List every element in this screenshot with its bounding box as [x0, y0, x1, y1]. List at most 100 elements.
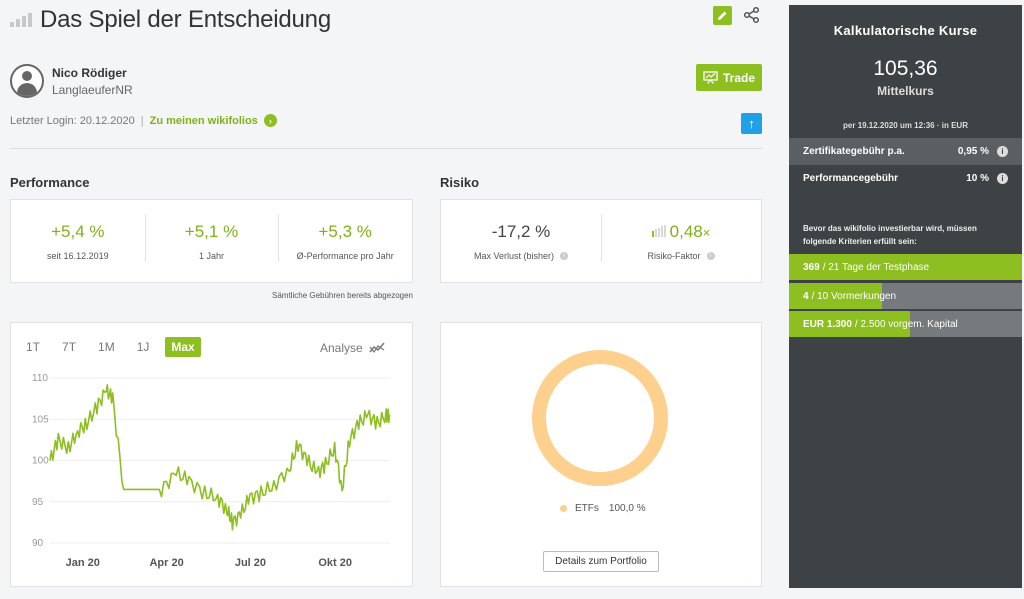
- x-tick-label: Okt 20: [318, 557, 352, 569]
- analysis-chart-icon: [369, 342, 385, 354]
- portfolio-card: [440, 322, 762, 587]
- performance-series-line: [49, 383, 391, 531]
- criterion-reservations: 4/ 10 Vormerkungen: [789, 283, 1022, 309]
- criterion-rest: / 10 Vormerkungen: [811, 290, 897, 302]
- kpi-value: +5,4 %: [51, 221, 105, 241]
- sidebar-title: Kalkulatorische Kurse: [833, 23, 978, 38]
- risk-bars-icon: [651, 224, 666, 237]
- range-tab-max[interactable]: Max: [165, 337, 201, 357]
- risk-bar: [651, 230, 654, 237]
- analyse-button[interactable]: Analyse: [320, 341, 385, 355]
- performance-card: +5,4 % seit 16.12.2019 +5,1 % 1 Jahr +5,…: [10, 199, 413, 283]
- mid-price-label: Mittelkurs: [877, 84, 934, 98]
- y-tick-label: 95: [32, 497, 44, 508]
- avatar[interactable]: [10, 64, 44, 98]
- fee-row-performance: Performancegebühr 10 % i: [789, 165, 1022, 192]
- edit-button[interactable]: [713, 6, 732, 25]
- kpi-label: seit 16.12.2019: [47, 250, 109, 261]
- x-tick-label: Apr 20: [149, 557, 183, 569]
- criterion-test-phase: 369/ 21 Tage der Testphase: [789, 254, 1022, 280]
- legend-swatch: [560, 505, 567, 512]
- kpi-value: +5,3 %: [318, 221, 372, 241]
- risk-title: Risiko: [440, 175, 480, 190]
- max-loss-label: Max Verlust (bisher): [473, 250, 555, 261]
- my-wikifolios-link[interactable]: Zu meinen wikifolios: [149, 114, 258, 127]
- range-tab-1t[interactable]: 1T: [26, 340, 41, 354]
- upload-button[interactable]: ↑: [741, 113, 762, 134]
- share-icon[interactable]: [743, 6, 761, 24]
- trader-nickname[interactable]: LanglaeuferNR: [52, 82, 133, 97]
- main-area: Das Spiel der Entscheidung Nico Rödiger …: [10, 6, 762, 587]
- portfolio-details-button[interactable]: Details zum Portfolio: [543, 551, 659, 572]
- rank-bars-icon: [10, 13, 32, 27]
- fees-note: Sämtliche Gebühren bereits abgezogen: [272, 291, 413, 300]
- risk-bar: [663, 224, 666, 237]
- criteria-note: Bevor das wikifolio investierbar wird, m…: [803, 224, 977, 246]
- trader-info: Nico Rödiger LanglaeuferNR: [10, 64, 133, 98]
- range-tab-1m[interactable]: 1M: [98, 340, 115, 354]
- criterion-rest: / 21 Tage der Testphase: [822, 261, 930, 273]
- fee-label: Performancegebühr: [803, 173, 899, 184]
- risk-card: -17,2 % Max Verlust (bisher) i 0,48× Risi…: [440, 199, 762, 283]
- performance-title: Performance: [10, 175, 90, 190]
- criterion-progress-fill: [789, 254, 1022, 280]
- arrow-right-icon[interactable]: ›: [263, 114, 277, 127]
- performance-kpi: +5,3 % Ø-Performance pro Jahr: [278, 213, 412, 262]
- criterion-capital: EUR 1.300/ 2.500 vorgem. Kapital: [789, 311, 1022, 337]
- criterion-progress-fill: [789, 311, 911, 337]
- performance-line-chart[interactable]: 90 95 100 105 110 Jan 20 Apr 20 Jul 20 Okt 20: [10, 368, 413, 578]
- price-timestamp: per 19.12.2020 um 12:36 · in EUR: [843, 121, 968, 130]
- info-icon[interactable]: i: [560, 252, 569, 261]
- risk-factor-value: 0,48: [669, 221, 703, 241]
- kpi-label: 1 Jahr: [199, 250, 225, 261]
- fee-value: 0,95 %: [957, 146, 989, 157]
- title-row: Das Spiel der Entscheidung: [10, 6, 331, 34]
- range-tabs: 1T 7T 1M 1J Max: [20, 337, 211, 357]
- risk-factor-suffix: ×: [702, 224, 711, 240]
- criterion-current: EUR 1.300: [803, 318, 852, 330]
- criterion-current: 4: [803, 290, 809, 302]
- separator: |: [140, 114, 144, 127]
- info-icon[interactable]: i: [706, 252, 715, 261]
- legend-label: ETFs: [575, 503, 599, 514]
- risk-factor-label: Risiko-Faktor: [647, 250, 701, 261]
- y-tick-label: 90: [32, 538, 44, 549]
- performance-kpi: +5,1 % 1 Jahr: [144, 213, 279, 262]
- page-title: Das Spiel der Entscheidung: [40, 6, 331, 33]
- max-loss-value: -17,2 %: [491, 221, 551, 241]
- legend-value: 100,0 %: [608, 503, 646, 514]
- divider: [10, 148, 762, 149]
- kpi-value: +5,1 %: [184, 221, 239, 241]
- x-tick-label: Jan 20: [66, 557, 100, 569]
- performance-kpi: +5,4 % seit 16.12.2019: [11, 222, 145, 261]
- max-loss-kpi: -17,2 % Max Verlust (bisher) i: [441, 222, 601, 261]
- arrow-up-icon: ↑: [748, 116, 755, 131]
- info-icon[interactable]: i: [997, 146, 1008, 157]
- trade-button-label: Trade: [722, 70, 755, 85]
- portfolio-donut-chart[interactable]: [525, 343, 675, 493]
- trader-name[interactable]: Nico Rödiger: [52, 65, 127, 80]
- info-icon[interactable]: i: [997, 173, 1008, 184]
- trade-button[interactable]: Trade: [696, 64, 762, 91]
- range-tab-7t[interactable]: 7T: [62, 340, 77, 354]
- risk-bar: [657, 227, 660, 237]
- criterion-progress-fill: [789, 283, 883, 309]
- donut-slice-etfs[interactable]: [532, 350, 668, 486]
- criterion-rest: / 2.500 vorgem. Kapital: [854, 318, 958, 330]
- presentation-icon: [703, 71, 718, 84]
- portfolio-legend: ETFs 100,0 %: [560, 503, 646, 514]
- pencil-icon: [718, 11, 727, 20]
- fee-value: 10 %: [966, 173, 989, 184]
- y-tick-label: 105: [32, 414, 49, 425]
- range-tab-1j[interactable]: 1J: [136, 340, 150, 354]
- kpi-label: Ø-Performance pro Jahr: [296, 250, 394, 261]
- x-tick-label: Jul 20: [235, 557, 266, 569]
- y-tick-label: 100: [32, 456, 49, 467]
- mid-price: 105,36: [873, 57, 938, 80]
- risk-bar: [654, 229, 657, 237]
- fee-label: Zertifikategebühr p.a.: [803, 146, 905, 157]
- fee-row-certificate: Zertifikategebühr p.a. 0,95 % i: [789, 138, 1022, 165]
- risk-factor-kpi: 0,48× Risiko-Faktor i: [601, 213, 761, 262]
- price-sidebar: Kalkulatorische Kurse 105,36 Mittelkurs …: [789, 5, 1022, 588]
- y-tick-label: 110: [32, 373, 48, 384]
